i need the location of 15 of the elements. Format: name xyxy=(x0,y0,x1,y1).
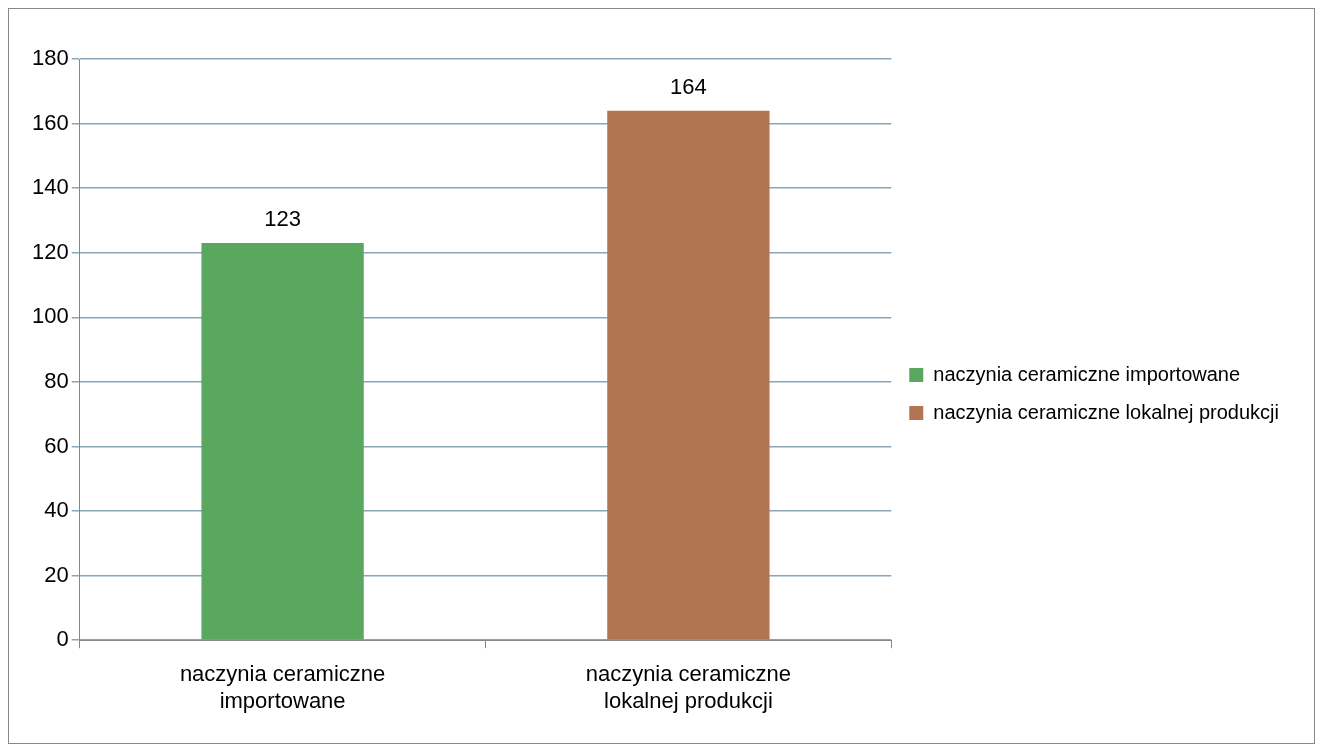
y-tick-label: 40 xyxy=(44,497,69,523)
y-tick-label: 140 xyxy=(31,174,69,200)
legend-label: naczynia ceramiczne lokalnej produkcji xyxy=(933,400,1280,423)
y-tick-label: 80 xyxy=(44,367,69,393)
y-tick-label: 60 xyxy=(44,432,69,458)
y-tick-label: 20 xyxy=(44,561,69,587)
data-label: 123 xyxy=(264,206,301,232)
data-label: 164 xyxy=(670,73,707,99)
y-tick-label: 180 xyxy=(31,45,69,71)
frame: naczynia ceramiczne importowane naczynia ceramiczne lokalnej produkcji naczynia ceramiczne importowane naczynia ceramiczne lokalnej produkcji 0 20 40 60 80 100 120 140 160 180 123 164 xyxy=(8,8,1315,744)
y-tick-label: 0 xyxy=(56,626,69,652)
legend-label: naczynia ceramiczne importowane xyxy=(933,362,1241,385)
y-tick-label: 120 xyxy=(31,238,69,264)
y-tick-label: 160 xyxy=(31,109,69,135)
y-tick-label: 100 xyxy=(31,303,69,329)
